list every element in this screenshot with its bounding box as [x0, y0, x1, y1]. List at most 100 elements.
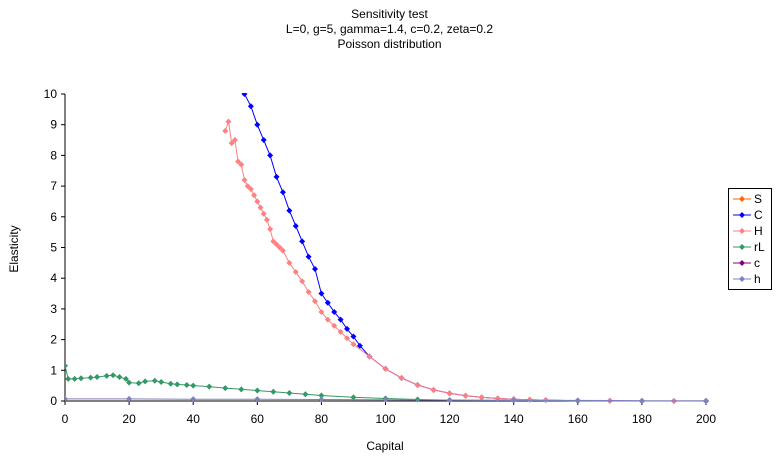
data-point-rL: [167, 380, 174, 387]
data-point-H: [254, 198, 261, 205]
data-point-H: [263, 216, 270, 223]
data-point-rL: [103, 372, 110, 379]
data-point-h: [126, 395, 133, 402]
data-point-H: [366, 353, 373, 360]
y-tick-label: 4: [50, 271, 57, 285]
data-point-rL: [254, 387, 261, 394]
data-point-rL: [238, 386, 245, 393]
data-point-H: [299, 278, 306, 285]
data-point-C: [318, 290, 325, 297]
data-point-H: [228, 140, 235, 147]
data-point-H: [286, 259, 293, 266]
data-point-rL: [65, 362, 68, 369]
data-point-h: [318, 396, 325, 403]
legend-label-h: h: [754, 272, 761, 286]
data-point-h: [574, 397, 581, 404]
chart-title: Sensitivity test: [351, 7, 428, 21]
legend-item-rL: rL: [732, 239, 772, 255]
data-point-C: [311, 265, 318, 272]
data-point-C: [254, 121, 261, 128]
data-point-h: [446, 397, 453, 404]
data-point-C: [350, 333, 357, 340]
data-point-H: [251, 192, 258, 199]
data-point-H: [247, 186, 254, 193]
x-tick-label: 60: [251, 412, 265, 426]
legend-item-H: H: [732, 223, 772, 239]
data-point-rL: [151, 377, 158, 384]
data-point-rL: [174, 381, 181, 388]
legend-item-C: C: [732, 207, 772, 223]
data-point-H: [270, 238, 277, 245]
series-h: [65, 395, 709, 404]
y-tick-label: 1: [50, 363, 57, 377]
y-tick-label: 5: [50, 241, 57, 255]
y-tick-label: 9: [50, 118, 57, 132]
data-point-H: [430, 386, 437, 393]
data-point-C: [344, 325, 351, 332]
series-H: [222, 118, 709, 404]
data-point-rL: [318, 392, 325, 399]
data-point-H: [276, 244, 283, 251]
data-point-h: [510, 397, 517, 404]
series-rL: [65, 362, 709, 404]
data-point-H: [324, 316, 331, 323]
data-point-rL: [350, 394, 357, 401]
y-tick-label: 2: [50, 333, 57, 347]
x-tick-label: 160: [568, 412, 588, 426]
data-point-rL: [270, 388, 277, 395]
data-point-rL: [65, 375, 72, 382]
data-point-H: [292, 269, 299, 276]
x-tick-label: 180: [632, 412, 652, 426]
data-point-C: [267, 152, 274, 159]
data-point-rL: [94, 374, 101, 381]
data-point-H: [260, 210, 267, 217]
x-tick-label: 40: [187, 412, 201, 426]
data-point-H: [235, 158, 242, 165]
legend-item-h: h: [732, 271, 772, 287]
data-point-C: [273, 173, 280, 180]
legend-label-H: H: [754, 224, 763, 238]
data-point-H: [241, 176, 248, 183]
data-point-rL: [78, 375, 85, 382]
data-point-rL: [71, 375, 78, 382]
data-point-C: [260, 137, 267, 144]
data-point-C: [337, 316, 344, 323]
data-point-h: [638, 397, 645, 404]
x-tick-label: 200: [696, 412, 716, 426]
y-tick-label: 6: [50, 210, 57, 224]
data-point-rL: [110, 372, 117, 379]
x-tick-label: 80: [315, 412, 329, 426]
data-point-H: [244, 183, 251, 190]
data-point-h: [254, 396, 261, 403]
data-point-H: [318, 308, 325, 315]
chart-subtitle-params: L=0, g=5, gamma=1.4, c=0.2, zeta=0.2: [285, 22, 494, 36]
data-point-H: [257, 204, 264, 211]
data-point-rL: [142, 378, 149, 385]
data-point-C: [299, 238, 306, 245]
data-point-H: [337, 328, 344, 335]
series-line-C: [244, 93, 706, 402]
legend-label-S: S: [754, 192, 763, 206]
data-point-H: [279, 247, 286, 254]
data-point-C: [356, 342, 363, 349]
legend-swatch-c: [733, 260, 751, 266]
data-point-rL: [122, 375, 129, 382]
data-point-C: [292, 223, 299, 230]
data-point-rL: [302, 391, 309, 398]
data-point-rL: [158, 378, 165, 385]
data-point-rL: [222, 385, 229, 392]
legend-item-c: c: [732, 255, 772, 271]
data-point-h: [190, 396, 197, 403]
data-point-H: [382, 365, 389, 372]
x-tick-label: 120: [440, 412, 460, 426]
legend-swatch-C: [733, 212, 751, 218]
data-point-C: [279, 189, 286, 196]
data-point-H: [344, 335, 351, 342]
data-point-H: [231, 137, 238, 144]
legend-swatch-h: [733, 276, 751, 282]
data-point-rL: [135, 380, 142, 387]
data-point-C: [286, 207, 293, 214]
legend-swatch-rL: [733, 244, 751, 250]
